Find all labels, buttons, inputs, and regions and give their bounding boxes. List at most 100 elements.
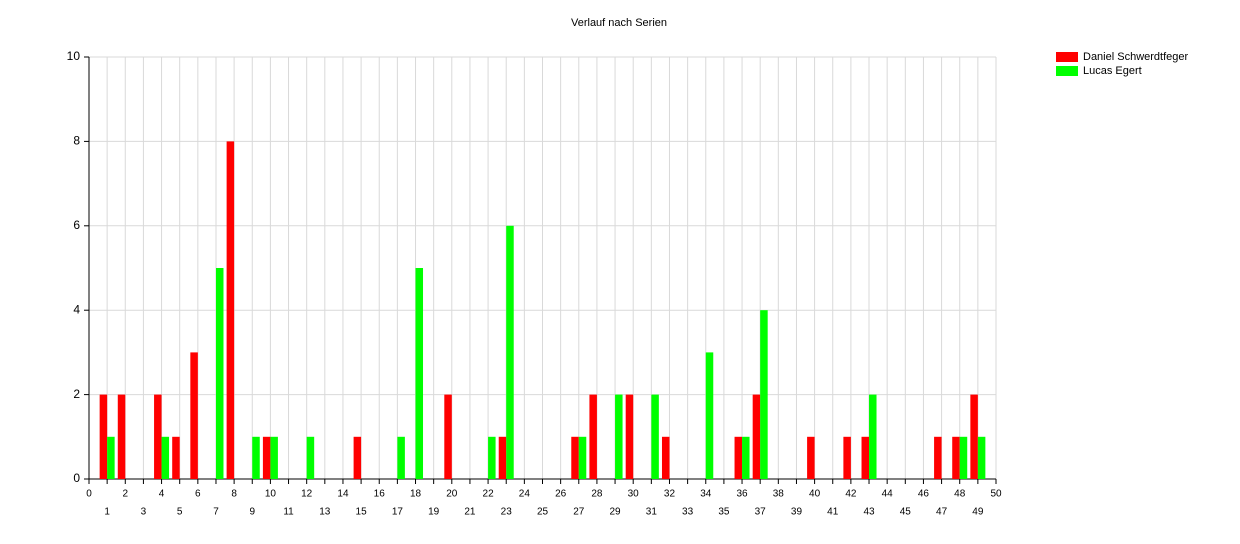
y-tick-label: 2 [73,387,80,401]
x-tick-label: 8 [231,489,237,500]
bar [807,436,815,479]
bar [415,268,424,479]
x-tick-label: 41 [827,507,839,518]
bar [705,352,714,479]
x-tick-label: 45 [900,507,912,518]
x-tick-label: 1 [104,507,110,518]
x-tick-label: 36 [736,489,748,500]
bar [270,436,278,479]
y-tick-label: 6 [73,218,80,232]
x-tick-label: 22 [483,489,495,500]
x-tick-label: 2 [122,489,128,500]
x-tick-label: 4 [159,489,165,500]
bar [252,436,260,479]
x-tick-label: 33 [682,507,694,518]
bar [742,436,750,479]
x-tick-label: 35 [718,507,730,518]
x-tick-label: 14 [337,489,349,500]
x-tick-label: 3 [141,507,147,518]
bar [154,394,162,479]
bar [99,394,108,479]
bar [571,436,579,479]
bar [869,394,877,479]
bar [444,394,452,479]
y-tick-label: 0 [73,471,80,485]
x-tick-label: 6 [195,489,201,500]
legend-swatch [1056,52,1078,62]
bar [752,394,761,479]
bar [488,436,496,479]
x-tick-label: 25 [537,507,549,518]
bar [952,436,960,479]
legend-label: Daniel Schwerdtfeger [1083,51,1189,63]
x-tick-label: 15 [356,507,368,518]
x-tick-label: 44 [882,489,894,500]
x-tick-label: 21 [464,507,476,518]
y-tick-label: 4 [73,302,80,316]
legend-swatch [1056,66,1078,76]
bar [934,436,942,479]
x-tick-label: 31 [646,507,658,518]
x-tick-label: 48 [954,489,966,500]
x-tick-label: 26 [555,489,567,500]
bar [506,225,514,479]
x-tick-label: 7 [213,507,219,518]
x-tick-label: 12 [301,489,313,500]
chart-title: Verlauf nach Serien [571,17,667,29]
bar [625,394,634,479]
x-tick-label: 43 [863,507,875,518]
x-tick-label: 18 [410,489,422,500]
bar [498,436,507,479]
y-tick-label: 10 [67,49,81,63]
x-tick-label: 10 [265,489,277,500]
bar [760,310,768,479]
x-tick-label: 17 [392,507,404,518]
x-tick-label: 37 [755,507,767,518]
bar [353,436,362,479]
x-tick-label: 42 [845,489,857,500]
bar [107,436,115,479]
y-tick-label: 8 [73,134,80,148]
bar [970,394,978,479]
x-tick-label: 5 [177,507,183,518]
x-tick-label: 23 [501,507,513,518]
x-tick-label: 30 [628,489,640,500]
bar [306,436,315,479]
x-tick-label: 27 [573,507,585,518]
bar [661,436,670,479]
legend-label: Lucas Egert [1083,65,1142,77]
x-tick-label: 50 [990,489,1002,500]
x-tick-label: 46 [918,489,930,500]
x-tick-label: 49 [972,507,984,518]
bar [589,394,597,479]
x-tick-label: 34 [700,489,712,500]
bar [215,268,224,479]
x-tick-label: 38 [773,489,785,500]
bar [190,352,198,479]
x-tick-label: 19 [428,507,440,518]
bar [226,141,235,479]
bar [172,436,180,479]
x-tick-label: 29 [609,507,621,518]
bar [651,394,659,479]
x-tick-label: 9 [249,507,255,518]
x-tick-label: 16 [374,489,386,500]
bar [578,436,587,479]
x-tick-label: 39 [791,507,803,518]
x-tick-label: 24 [519,489,531,500]
bar [977,436,986,479]
bar [397,436,405,479]
bar [262,436,271,479]
x-tick-label: 13 [319,507,331,518]
x-tick-label: 20 [446,489,458,500]
bar [959,436,968,479]
bar [734,436,743,479]
bar [861,436,870,479]
x-tick-label: 47 [936,507,948,518]
x-tick-label: 11 [283,507,294,518]
x-tick-label: 40 [809,489,821,500]
x-tick-label: 28 [591,489,603,500]
bar [161,436,170,479]
bar [843,436,851,479]
